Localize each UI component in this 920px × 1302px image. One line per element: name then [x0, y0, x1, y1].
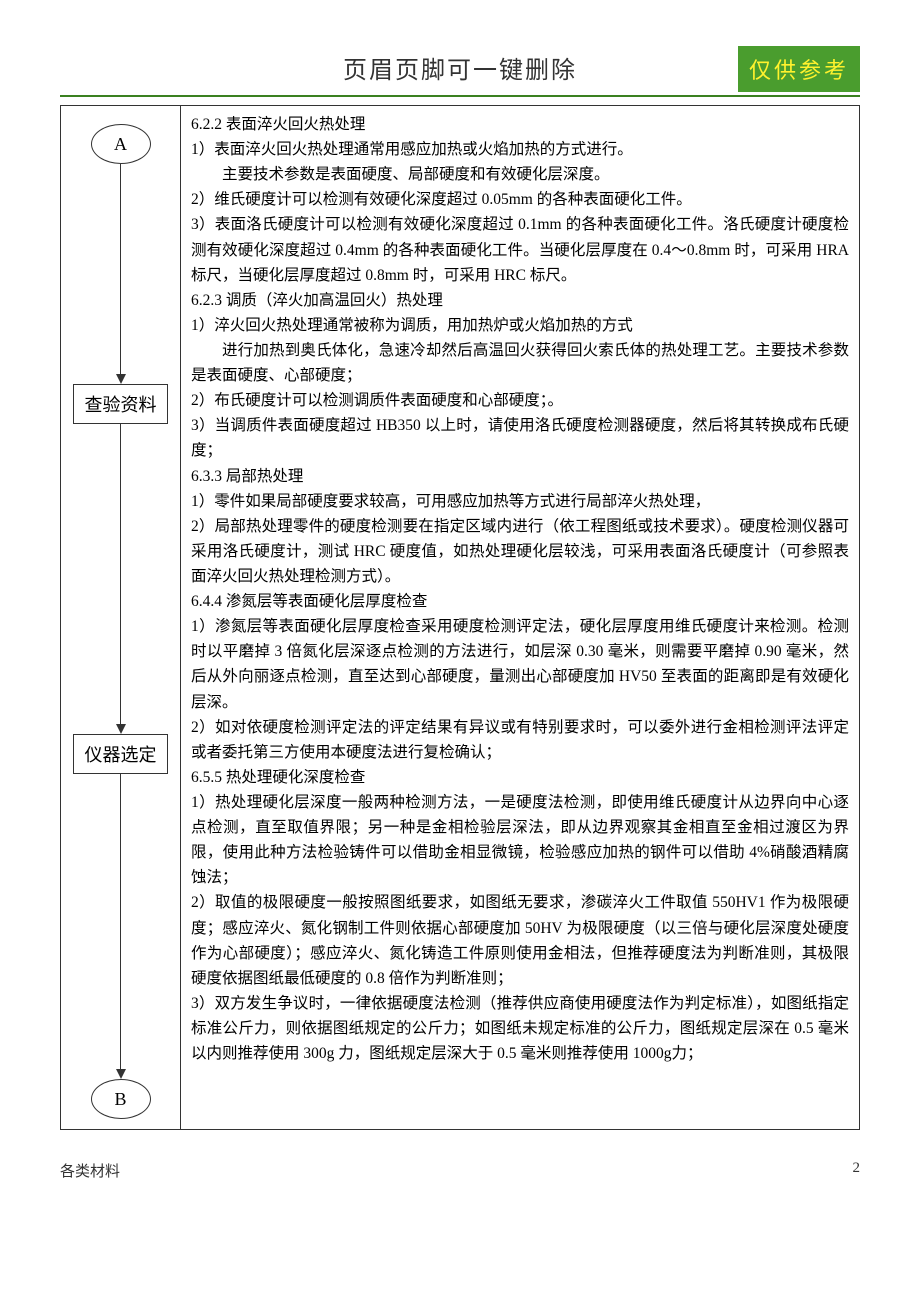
flowchart: A 查验资料 仪器选定 B	[66, 116, 175, 1119]
content-paragraph: 1）热处理硬化层深度一般两种检测方法，一是硬度法检测，即使用维氏硬度计从边界向中…	[191, 790, 849, 890]
flow-node-select: 仪器选定	[73, 734, 168, 774]
flow-line	[120, 164, 121, 374]
page-footer: 各类材料 2	[60, 1160, 860, 1181]
content-paragraph: 6.3.3 局部热处理	[191, 464, 849, 489]
arrowhead-icon	[116, 1069, 126, 1079]
content-paragraph: 进行加热到奥氏体化，急速冷却然后高温回火获得回火索氏体的热处理工艺。主要技术参数…	[191, 338, 849, 388]
content-paragraph: 主要技术参数是表面硬度、局部硬度和有效硬化层深度。	[191, 162, 849, 187]
content-paragraph: 3）表面洛氏硬度计可以检测有效硬化深度超过 0.1mm 的各种表面硬化工件。洛氏…	[191, 212, 849, 287]
content-table: A 查验资料 仪器选定 B	[60, 105, 860, 1130]
content-paragraph: 1）淬火回火热处理通常被称为调质，用加热炉或火焰加热的方式	[191, 313, 849, 338]
content-paragraph: 6.5.5 热处理硬化深度检查	[191, 765, 849, 790]
header-stamp: 仅供参考	[738, 46, 860, 92]
content-paragraph: 6.2.3 调质（淬火加高温回火）热处理	[191, 288, 849, 313]
page-header: 页眉页脚可一键删除 仅供参考	[60, 50, 860, 85]
content-paragraph: 1）渗氮层等表面硬化层厚度检查采用硬度检测评定法，硬化层厚度用维氏硬度计来检测。…	[191, 614, 849, 714]
header-rule	[60, 95, 860, 97]
content-paragraph: 1）零件如果局部硬度要求较高，可用感应加热等方式进行局部淬火热处理，	[191, 489, 849, 514]
footer-left: 各类材料	[60, 1160, 120, 1181]
content-paragraph: 6.4.4 渗氮层等表面硬化层厚度检查	[191, 589, 849, 614]
content-paragraph: 2）维氏硬度计可以检测有效硬化深度超过 0.05mm 的各种表面硬化工件。	[191, 187, 849, 212]
content-paragraph: 2）布氏硬度计可以检测调质件表面硬度和心部硬度；。	[191, 388, 849, 413]
flow-node-a: A	[91, 124, 151, 164]
content-cell: 6.2.2 表面淬火回火热处理1）表面淬火回火热处理通常用感应加热或火焰加热的方…	[181, 106, 860, 1130]
content-paragraph: 2）取值的极限硬度一般按照图纸要求，如图纸无要求，渗碳淬火工件取值 550HV1…	[191, 890, 849, 990]
flow-node-b: B	[91, 1079, 151, 1119]
content-paragraph: 3）双方发生争议时，一律依据硬度法检测（推荐供应商使用硬度法作为判定标准），如图…	[191, 991, 849, 1066]
flow-arrow-1	[116, 164, 126, 384]
content-paragraph: 2）局部热处理零件的硬度检测要在指定区域内进行（依工程图纸或技术要求）。硬度检测…	[191, 514, 849, 589]
flow-line	[120, 424, 121, 724]
page-container: 页眉页脚可一键删除 仅供参考 A 查验资料 仪器选定	[0, 0, 920, 1221]
content-paragraph: 3）当调质件表面硬度超过 HB350 以上时，请使用洛氏硬度检测器硬度，然后将其…	[191, 413, 849, 463]
header-title: 页眉页脚可一键删除	[343, 50, 577, 85]
content-paragraph: 2）如对依硬度检测评定法的评定结果有异议或有特别要求时，可以委外进行金相检测评法…	[191, 715, 849, 765]
flowchart-cell: A 查验资料 仪器选定 B	[61, 106, 181, 1130]
flow-line	[120, 774, 121, 1069]
content-paragraph: 1）表面淬火回火热处理通常用感应加热或火焰加热的方式进行。	[191, 137, 849, 162]
arrowhead-icon	[116, 374, 126, 384]
flow-node-check: 查验资料	[73, 384, 168, 424]
arrowhead-icon	[116, 724, 126, 734]
flow-arrow-2	[116, 424, 126, 734]
flow-arrow-3	[116, 774, 126, 1079]
content-paragraph: 6.2.2 表面淬火回火热处理	[191, 112, 849, 137]
page-number: 2	[853, 1160, 861, 1181]
